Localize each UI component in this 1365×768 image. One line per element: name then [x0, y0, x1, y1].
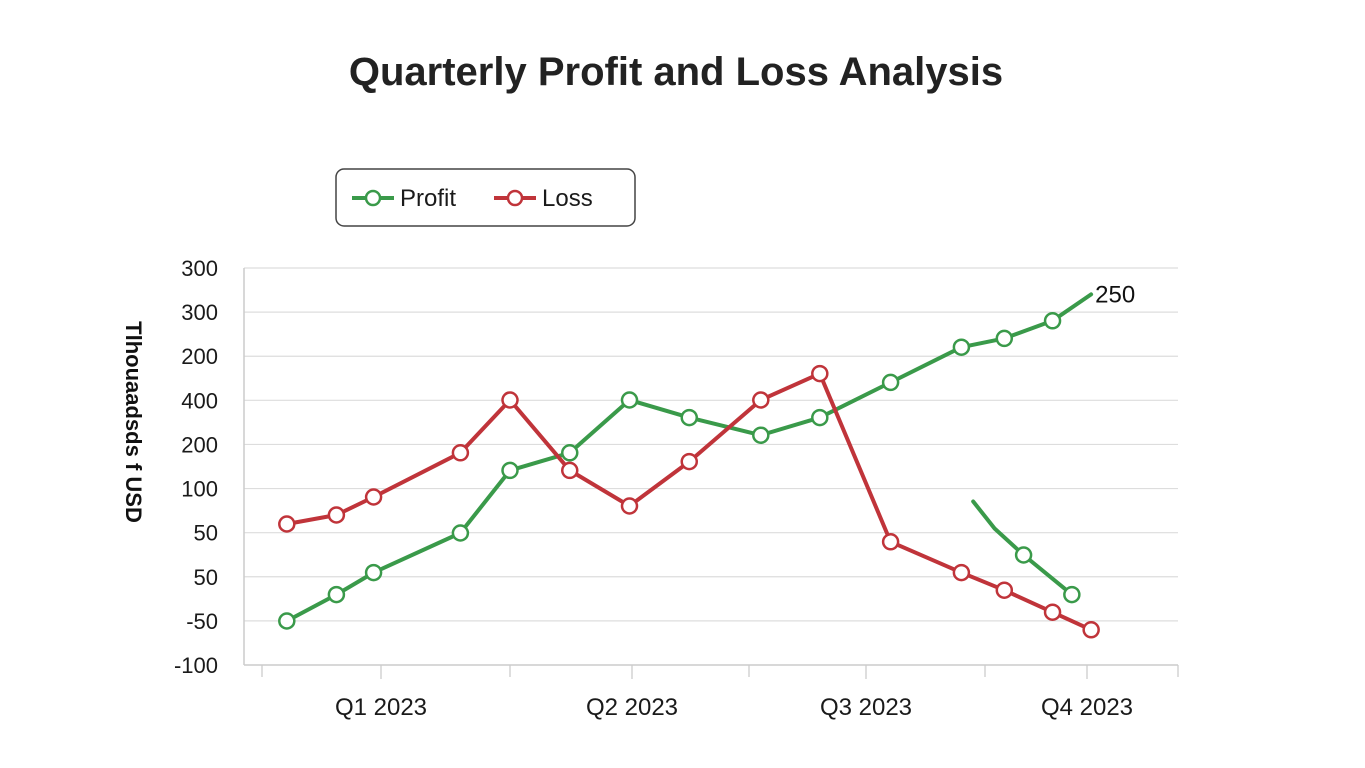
loss-point[interactable]	[451, 444, 470, 462]
profit-point[interactable]	[1063, 585, 1081, 604]
legend-marker	[506, 189, 524, 207]
loss-point[interactable]	[811, 364, 829, 383]
y-tick-label: 300	[181, 256, 218, 281]
loss-point[interactable]	[561, 461, 579, 480]
loss-point[interactable]	[1082, 621, 1100, 639]
profit-point[interactable]	[1043, 312, 1062, 330]
loss-point[interactable]	[881, 533, 900, 551]
annotation-label: 250	[1095, 281, 1135, 308]
loss-point[interactable]	[327, 506, 346, 524]
profit-point[interactable]	[364, 563, 383, 582]
legend: Profit Loss	[335, 168, 636, 227]
y-axis-label: Tlhouaadsds f USD	[121, 321, 146, 523]
x-axis-ticks: Q1 2023 Q2 2023 Q3 2023 Q4 2023	[335, 665, 1133, 721]
y-tick-label: -50	[186, 609, 218, 634]
series-layer	[278, 292, 1100, 639]
profit-point[interactable]	[881, 373, 900, 392]
x-tick-label: Q3 2023	[820, 694, 912, 721]
y-tick-label: 200	[181, 344, 218, 369]
legend-item-loss[interactable]: Loss	[494, 185, 593, 212]
profit-point[interactable]	[1014, 546, 1033, 564]
loss-point[interactable]	[501, 391, 519, 409]
profit-point[interactable]	[680, 408, 698, 427]
loss-point[interactable]	[995, 581, 1014, 599]
y-tick-label: 50	[194, 521, 218, 546]
loss-point[interactable]	[1043, 603, 1062, 621]
profit-point[interactable]	[952, 338, 971, 356]
x-tick-label: Q4 2023	[1041, 694, 1133, 721]
profit-point[interactable]	[752, 426, 770, 444]
profit-point[interactable]	[451, 524, 470, 542]
chart-title: Quarterly Profit and Loss Analysis	[348, 50, 1004, 94]
annotations: 250	[1095, 281, 1135, 308]
y-tick-label: -100	[174, 653, 218, 678]
loss-point[interactable]	[364, 488, 383, 506]
y-axis-ticks: 300 300 200 400 200 100 50 50 -50 -100	[174, 256, 218, 678]
y-tick-label: 50	[194, 565, 218, 590]
profit-point[interactable]	[278, 612, 296, 630]
profit-point[interactable]	[995, 329, 1014, 348]
loss-point[interactable]	[620, 497, 639, 515]
loss-point[interactable]	[952, 563, 971, 582]
legend-marker	[364, 189, 382, 207]
series-profit	[971, 499, 1081, 604]
loss-point[interactable]	[680, 452, 698, 471]
legend-label: Profit	[400, 185, 456, 212]
legend-label: Loss	[542, 185, 593, 212]
profit-point[interactable]	[501, 461, 519, 480]
grid-lines	[244, 267, 1178, 622]
axes	[243, 268, 1179, 677]
y-tick-label: 100	[181, 477, 218, 502]
y-tick-label: 200	[181, 432, 218, 457]
y-tick-label: 400	[181, 388, 218, 413]
profit-point[interactable]	[561, 444, 579, 462]
series-profit	[278, 292, 1094, 630]
loss-point[interactable]	[278, 515, 296, 533]
x-tick-label: Q2 2023	[586, 694, 678, 721]
y-tick-label: 300	[181, 300, 218, 325]
profit-line	[971, 499, 1074, 597]
legend-box	[335, 168, 636, 227]
profit-point[interactable]	[327, 585, 346, 604]
loss-point[interactable]	[752, 391, 770, 409]
x-tick-label: Q1 2023	[335, 694, 427, 721]
profit-point[interactable]	[620, 391, 639, 409]
series-loss	[278, 364, 1100, 639]
legend-item-profit[interactable]: Profit	[352, 185, 456, 212]
profit-point[interactable]	[811, 408, 829, 427]
